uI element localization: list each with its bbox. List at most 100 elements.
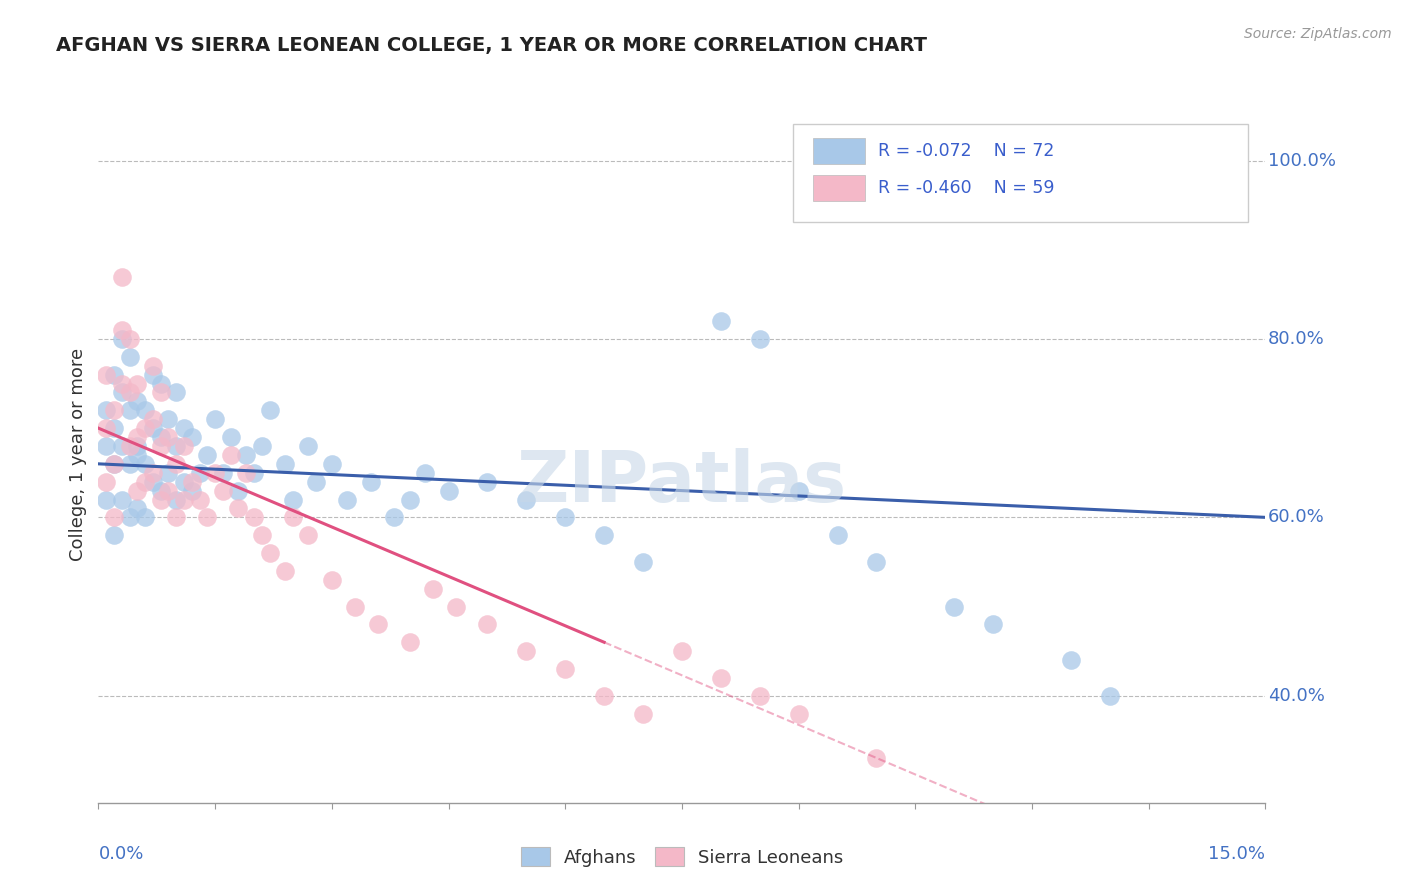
Point (96, 403, 118, 417)
Text: 100.0%: 100.0% (1268, 152, 1336, 169)
Point (259, 403, 281, 417)
Point (212, 483, 235, 498)
Point (710, 671, 733, 685)
Point (111, 269, 134, 284)
Point (1060, 653, 1083, 667)
Point (827, 528, 849, 542)
Point (103, 457, 125, 471)
Point (235, 448, 257, 462)
Point (446, 599, 468, 614)
Point (212, 466, 235, 480)
Text: R = -0.460    N = 59: R = -0.460 N = 59 (877, 178, 1054, 197)
Text: R = -0.072    N = 72: R = -0.072 N = 72 (877, 142, 1054, 160)
Point (305, 475, 328, 489)
Point (195, 510, 218, 524)
Point (118, 350, 141, 364)
Point (787, 706, 810, 721)
Point (157, 412, 180, 426)
Point (149, 385, 172, 400)
Point (127, 448, 149, 462)
Point (228, 483, 250, 498)
Point (336, 492, 359, 507)
Point (142, 368, 165, 382)
Point (321, 457, 343, 471)
Point (259, 546, 281, 560)
Point (787, 483, 810, 498)
Point (593, 689, 616, 703)
Text: Source: ZipAtlas.com: Source: ZipAtlas.com (1244, 27, 1392, 41)
Point (157, 483, 180, 498)
Point (515, 492, 537, 507)
Point (297, 439, 319, 453)
Point (180, 483, 202, 498)
Point (281, 492, 304, 507)
Point (149, 376, 172, 391)
Point (671, 644, 693, 658)
Point (127, 430, 149, 444)
Point (204, 412, 226, 426)
Point (142, 475, 165, 489)
Point (180, 475, 202, 489)
Point (710, 314, 733, 328)
Point (250, 528, 273, 542)
Point (235, 466, 257, 480)
Point (1098, 689, 1121, 703)
Point (204, 466, 226, 480)
Point (134, 421, 156, 435)
Point (515, 644, 537, 658)
Point (180, 430, 202, 444)
Point (134, 457, 156, 471)
Point (195, 448, 218, 462)
Point (398, 492, 420, 507)
Point (219, 430, 242, 444)
Point (437, 483, 460, 498)
Point (127, 501, 149, 516)
Point (103, 510, 125, 524)
Point (103, 421, 125, 435)
Point (981, 617, 1004, 632)
Point (477, 617, 499, 632)
Point (422, 582, 444, 596)
Text: 60.0%: 60.0% (1268, 508, 1324, 526)
Point (157, 430, 180, 444)
Point (127, 394, 149, 409)
Point (165, 492, 187, 507)
Point (344, 599, 367, 614)
Text: ZIPatlas: ZIPatlas (517, 449, 846, 517)
Point (149, 439, 172, 453)
Point (321, 573, 343, 587)
Point (250, 439, 273, 453)
Point (103, 528, 125, 542)
Point (111, 323, 134, 337)
FancyBboxPatch shape (813, 175, 865, 201)
Point (134, 475, 156, 489)
Point (96, 421, 118, 435)
Point (111, 439, 134, 453)
Point (111, 492, 134, 507)
Point (134, 403, 156, 417)
Point (554, 662, 576, 676)
Point (165, 439, 187, 453)
Point (134, 510, 156, 524)
Point (413, 466, 436, 480)
Point (398, 635, 420, 649)
Point (631, 706, 654, 721)
Point (127, 439, 149, 453)
Point (243, 510, 266, 524)
Point (631, 555, 654, 569)
Point (188, 466, 211, 480)
Point (243, 466, 266, 480)
Point (127, 376, 149, 391)
Point (554, 510, 576, 524)
Point (274, 564, 297, 578)
Point (118, 385, 141, 400)
Point (943, 599, 966, 614)
Point (173, 421, 195, 435)
Point (165, 385, 187, 400)
Point (593, 528, 616, 542)
Point (477, 475, 499, 489)
FancyBboxPatch shape (813, 137, 865, 164)
Text: 80.0%: 80.0% (1268, 330, 1324, 348)
Point (111, 376, 134, 391)
Text: 40.0%: 40.0% (1268, 687, 1324, 705)
